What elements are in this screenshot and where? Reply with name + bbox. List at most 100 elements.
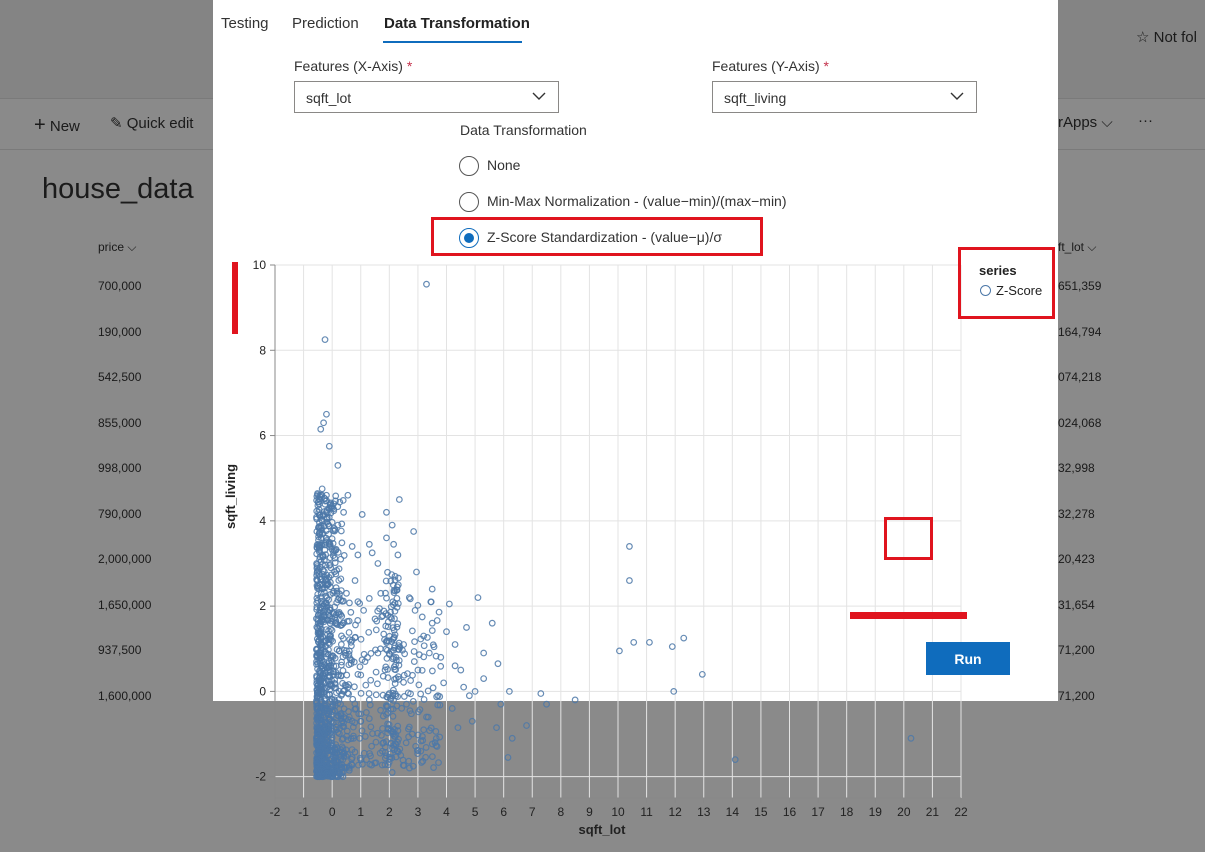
tab-prediction[interactable]: Prediction <box>292 15 359 32</box>
tab-testing[interactable]: Testing <box>221 15 269 32</box>
data-point <box>465 692 473 700</box>
data-point <box>400 678 407 686</box>
data-point <box>374 560 382 567</box>
data-point <box>411 606 419 614</box>
price-cell: 542,500 <box>98 370 142 384</box>
data-point <box>354 670 362 678</box>
data-point <box>425 649 433 657</box>
data-point <box>326 501 334 509</box>
data-point <box>347 608 355 616</box>
highlight-outlier-point <box>884 517 933 560</box>
data-point <box>393 586 401 594</box>
data-point <box>393 603 401 611</box>
data-point <box>410 658 418 665</box>
y-feature-dropdown[interactable]: sqft_living <box>712 81 977 113</box>
x-tick-label: 3 <box>415 805 422 819</box>
y-tick-label: 2 <box>259 599 266 613</box>
active-tab-indicator <box>383 41 522 43</box>
data-point <box>339 497 347 504</box>
radio-z-score[interactable] <box>459 228 479 248</box>
data-point <box>428 627 436 634</box>
x-tick-label: 20 <box>897 805 911 819</box>
data-point <box>372 738 380 746</box>
data-point <box>407 690 414 698</box>
data-point <box>423 634 431 641</box>
x-tick-label: 7 <box>529 805 536 819</box>
lot-cell: 20,423 <box>1058 552 1095 566</box>
x-tick-label: 0 <box>329 805 336 819</box>
data-point <box>451 641 459 648</box>
data-point <box>336 498 344 506</box>
column-header-lot[interactable]: ft_lot ⌵ <box>1058 240 1097 254</box>
data-point <box>348 636 356 644</box>
data-point <box>324 677 332 685</box>
lot-cell: 31,654 <box>1058 597 1095 612</box>
data-point <box>432 652 440 660</box>
data-point <box>340 552 348 559</box>
x-axis-label: sqft_lot <box>579 822 627 837</box>
data-point <box>394 551 402 559</box>
data-point <box>379 725 386 732</box>
more-icon[interactable]: ··· <box>1138 112 1153 129</box>
data-point <box>422 744 430 751</box>
data-point <box>389 712 397 720</box>
new-button[interactable]: + New <box>34 114 80 136</box>
data-point <box>349 695 357 703</box>
data-point <box>333 646 341 653</box>
tab-data-transformation[interactable]: Data Transformation <box>384 15 530 32</box>
data-point <box>365 715 373 723</box>
column-header-price[interactable]: price ⌵ <box>98 240 137 254</box>
x-tick-label: 21 <box>926 805 940 819</box>
data-point <box>409 697 417 705</box>
data-point <box>365 690 373 697</box>
quick-edit-button[interactable]: ✎ Quick edit <box>110 115 194 132</box>
data-point <box>368 549 376 557</box>
data-point <box>428 667 436 675</box>
data-point <box>325 522 333 530</box>
x-tick-label: 12 <box>668 805 682 819</box>
data-point <box>316 604 324 611</box>
data-point <box>497 700 505 708</box>
data-point <box>316 642 324 650</box>
data-point <box>354 551 362 559</box>
data-point <box>361 658 369 665</box>
data-point <box>394 620 402 628</box>
data-point <box>493 724 500 732</box>
data-point <box>388 521 396 529</box>
data-point <box>394 574 402 582</box>
data-point <box>344 491 352 499</box>
data-point <box>334 521 342 529</box>
data-point <box>391 642 399 649</box>
price-cell: 855,000 <box>98 415 142 430</box>
data-point <box>410 648 418 655</box>
lot-cell: 71,200 <box>1058 643 1095 657</box>
data-point <box>318 485 326 493</box>
x-tick-label: 19 <box>869 805 883 819</box>
data-point <box>394 693 402 700</box>
x-feature-dropdown[interactable]: sqft_lot <box>294 81 559 113</box>
data-point <box>315 612 322 619</box>
data-point <box>317 575 324 583</box>
data-point <box>471 688 479 695</box>
data-point <box>337 555 345 563</box>
data-point <box>326 690 334 698</box>
apps-menu[interactable]: rApps ⌵ <box>1058 114 1113 131</box>
y-tick-label: 6 <box>259 429 266 443</box>
data-point <box>362 709 370 716</box>
run-button[interactable]: Run <box>926 642 1010 675</box>
data-point <box>329 548 337 556</box>
data-point <box>313 651 321 659</box>
radio-none[interactable] <box>459 156 479 176</box>
data-point <box>347 660 355 667</box>
data-point <box>313 564 321 572</box>
radio-min-max[interactable] <box>459 192 479 212</box>
data-point <box>358 727 366 735</box>
y-feature-label: Features (Y-Axis) * <box>712 58 829 74</box>
data-point <box>418 759 425 766</box>
data-point <box>318 665 326 673</box>
y-tick-label: 10 <box>253 258 267 272</box>
data-point <box>480 649 488 657</box>
x-tick-label: -1 <box>298 805 309 819</box>
follow-button[interactable]: ☆ Not fol <box>1136 29 1197 46</box>
x-tick-label: 11 <box>640 805 653 819</box>
